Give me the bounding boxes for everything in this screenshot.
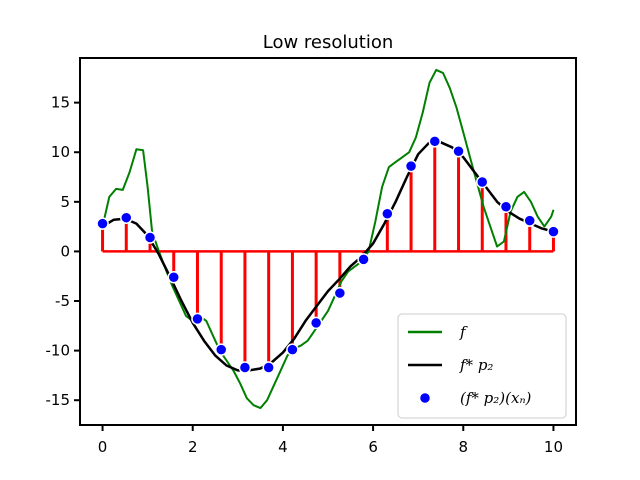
sample-point (381, 207, 394, 220)
legend-box (397, 313, 567, 419)
y-tick-label: -15 (46, 391, 71, 409)
sample-point (452, 144, 465, 158)
y-tick-label: -5 (55, 292, 70, 310)
sample-point (143, 231, 157, 244)
legend-label: f* p₂ (459, 356, 493, 374)
x-tick-label: 8 (458, 438, 468, 456)
x-tick-label: 4 (278, 438, 288, 456)
sample-point (357, 253, 370, 266)
sample-point (523, 214, 536, 227)
sample-point (286, 343, 299, 356)
x-tick-label: 6 (368, 438, 378, 456)
series-line-f (101, 68, 555, 410)
sample-point (262, 361, 275, 374)
sample-point (333, 286, 347, 300)
legend-label: (f* p₂)(xₙ) (460, 389, 532, 407)
sample-point (120, 211, 133, 224)
sample-point (428, 135, 442, 148)
y-tick-label: 10 (51, 143, 70, 161)
sample-point (238, 361, 252, 374)
x-axis: 0 2 4 6 8 10 (98, 425, 563, 456)
axes-frame (79, 57, 577, 426)
plot-area (96, 68, 560, 410)
x-tick-label: 0 (98, 438, 108, 456)
legend-label: f (459, 323, 468, 341)
y-tick-label: 5 (60, 193, 70, 211)
y-tick-label: -10 (46, 342, 71, 360)
sample-point (499, 200, 513, 214)
sample-point (547, 225, 560, 238)
sample-point (309, 316, 323, 330)
y-tick-label: 0 (60, 242, 70, 260)
legend-swatch (418, 391, 432, 405)
sample-point (191, 312, 204, 326)
legend: f f* p₂ (f* p₂)(xₙ) (397, 313, 567, 419)
sample-point (167, 270, 180, 284)
series-line-convolution (101, 141, 554, 372)
y-axis: 15 10 5 0 -5 -10 -15 (46, 94, 80, 409)
chart-title: Low resolution (263, 32, 394, 53)
y-tick-label: 15 (51, 94, 70, 112)
x-tick-label: 10 (544, 438, 563, 456)
x-tick-label: 2 (188, 438, 198, 456)
sample-point (96, 217, 109, 230)
sample-point (404, 159, 418, 173)
sample-point (214, 343, 228, 356)
sample-point (476, 175, 489, 189)
